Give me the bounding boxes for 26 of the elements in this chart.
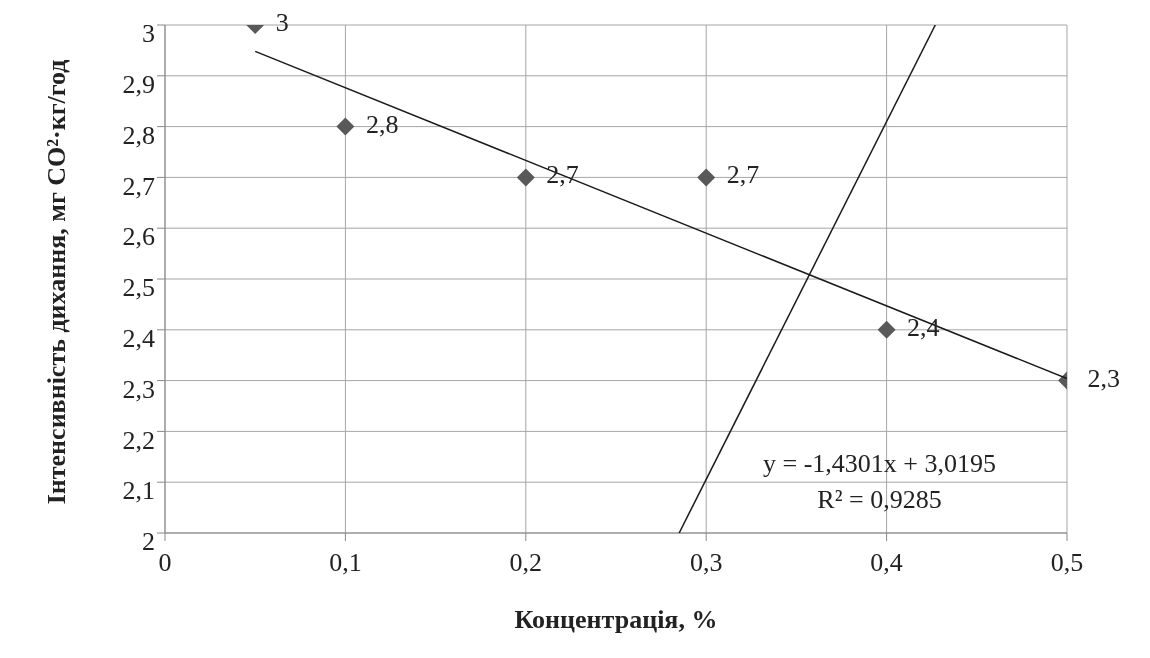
x-tick-label: 0,3 xyxy=(689,548,723,578)
annotation: y = -1,4301x + 3,0195 xyxy=(763,448,996,480)
data-label: 3 xyxy=(275,8,289,37)
y-axis-title: Інтенсивність дихання, мг CO²·кг/год xyxy=(41,58,72,507)
data-label: 2,4 xyxy=(907,312,940,342)
data-label: 2,8 xyxy=(365,109,399,139)
x-tick-label: 0,1 xyxy=(329,548,362,578)
y-tick-label: 2,1 xyxy=(122,476,155,506)
x-tick-label: 0,5 xyxy=(1050,548,1084,578)
y-tick-label: 2,6 xyxy=(122,222,155,252)
y-tick-label: 2,3 xyxy=(122,374,155,404)
x-tick-label: 0,2 xyxy=(509,548,543,578)
x-axis-title: Концентрація, % xyxy=(514,605,718,634)
y-tick-label: 2,8 xyxy=(122,120,155,150)
y-tick-label: 3 xyxy=(142,19,155,49)
y-tick-label: 2 xyxy=(142,527,155,557)
y-tick-label: 2,9 xyxy=(122,70,155,100)
annotation: R² = 0,9285 xyxy=(816,484,943,516)
data-label: 2,7 xyxy=(726,160,760,190)
y-tick-label: 2,7 xyxy=(122,171,155,201)
y-tick-label: 2,5 xyxy=(122,273,155,303)
x-tick-label: 0 xyxy=(158,548,172,578)
y-tick-label: 2,2 xyxy=(122,425,155,455)
y-tick-label: 2,4 xyxy=(122,324,155,354)
data-label: 2,3 xyxy=(1087,363,1121,393)
x-tick-label: 0,4 xyxy=(870,548,903,578)
